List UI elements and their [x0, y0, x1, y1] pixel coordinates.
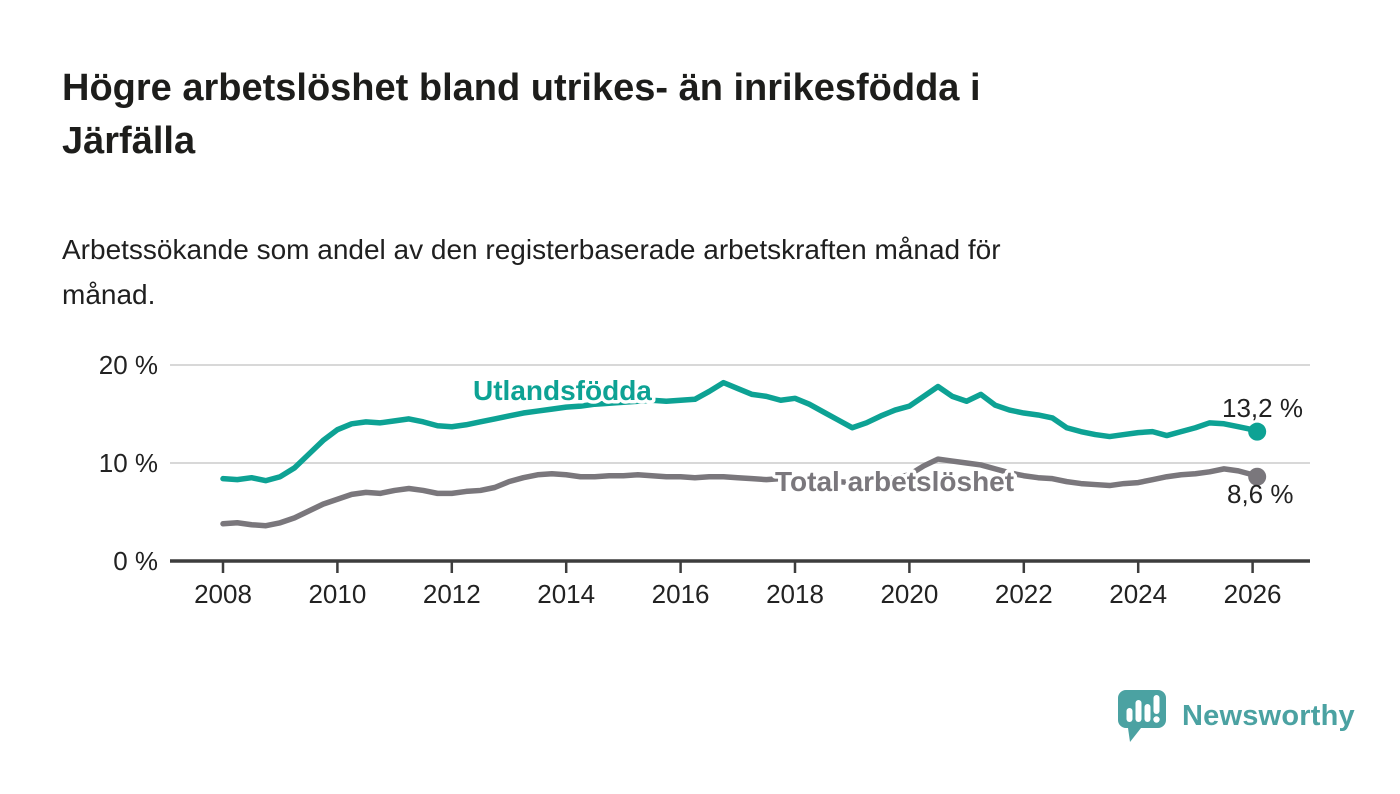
y-tick-label: 10 %	[99, 448, 158, 478]
x-tick-label: 2010	[308, 579, 366, 609]
x-tick-label: 2014	[537, 579, 595, 609]
chart-title: Högre arbetslöshet bland utrikes- än inr…	[62, 62, 1262, 168]
chart-subtitle-line-2: månad.	[62, 279, 156, 310]
gridlines: 0 % 10 % 20 %	[99, 350, 1310, 576]
x-tick-label: 2012	[423, 579, 481, 609]
newsworthy-logo: Newsworthy	[1116, 686, 1355, 746]
chart-subtitle-line-1: Arbetssökande som andel av den registerb…	[62, 234, 1001, 265]
bar-chart-icon	[1126, 695, 1160, 723]
newsworthy-brand-text: Newsworthy	[1182, 699, 1355, 732]
series-lines	[220, 379, 1267, 529]
speech-bubble-bar-chart-icon	[1118, 690, 1166, 742]
x-tick-label: 2026	[1224, 579, 1282, 609]
series-label-total: Total arbetslöshet	[775, 466, 1014, 497]
x-axis: 2008 2010 2012 2014 2016 2018 2020 2022 2024 2026	[170, 559, 1310, 609]
x-tick-label: 2008	[194, 579, 252, 609]
x-tick-label: 2018	[766, 579, 824, 609]
end-value-label-total: 8,6 %	[1227, 479, 1294, 509]
chart-subtitle: Arbetssökande som andel av den registerb…	[62, 227, 1312, 317]
x-tick-label: 2020	[880, 579, 938, 609]
x-tick-label: 2022	[995, 579, 1053, 609]
chart-title-line-2: Järfälla	[62, 120, 196, 162]
x-tick-label: 2016	[652, 579, 710, 609]
exclamation-dot	[1153, 716, 1160, 723]
series-label-utlandsfodda: Utlandsfödda	[473, 375, 652, 406]
end-value-label-utlandsfodda: 13,2 %	[1222, 393, 1303, 423]
series-line-total	[220, 456, 1260, 529]
exclamation-bar	[1153, 695, 1160, 714]
x-tick-label: 2024	[1109, 579, 1167, 609]
series-end-dot-utlandsfodda	[1248, 422, 1267, 441]
series-labels: Utlandsfödda 13,2 % Total arbetslöshet 8,6 …	[470, 372, 1303, 510]
y-tick-label: 20 %	[99, 350, 158, 380]
series-line-utlandsfodda	[220, 379, 1260, 484]
y-tick-label: 0 %	[113, 546, 158, 576]
series-end-dot-total	[1248, 467, 1267, 486]
chart-title-line-1: Högre arbetslöshet bland utrikes- än inr…	[62, 67, 981, 109]
